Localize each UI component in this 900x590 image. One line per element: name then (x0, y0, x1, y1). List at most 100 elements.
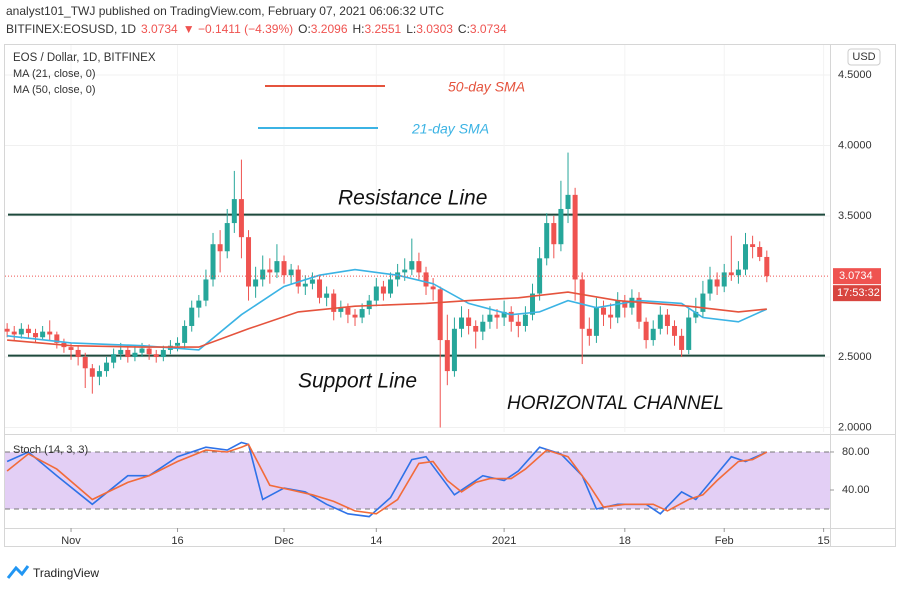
candle-body (380, 286, 386, 294)
candle-body (451, 328, 457, 372)
candle-body (125, 349, 131, 357)
candle-body (707, 279, 713, 294)
last-price-box (833, 268, 881, 285)
y-tick-label: 40.00 (842, 484, 870, 496)
legend-title: EOS / Dollar, 1D, BITFINEX (13, 52, 156, 64)
candle-body (757, 247, 763, 257)
x-tick-label: 15 (817, 535, 829, 547)
candle-body (622, 300, 628, 308)
candle-body (47, 331, 53, 335)
candle-body (608, 314, 614, 318)
candle-body (366, 300, 372, 310)
frame (4, 44, 896, 547)
candle-body (260, 269, 266, 280)
candle-body (82, 356, 88, 369)
candle-body (118, 349, 124, 355)
candle-body (196, 300, 202, 308)
candle-body (139, 348, 145, 353)
candle-body (111, 354, 117, 363)
ohlc-value: 3.2096 (311, 22, 348, 36)
candle-body (629, 297, 635, 308)
candle-body (444, 340, 450, 372)
ohlc-label: H: (353, 22, 365, 36)
candle-body (324, 293, 330, 298)
candle-body (25, 328, 31, 334)
candle-body (423, 272, 429, 287)
candle-body (302, 283, 308, 287)
candle-body (54, 334, 60, 343)
candle-body (664, 314, 670, 326)
candle-body (480, 321, 486, 332)
candle-body (700, 293, 706, 312)
candle-body (4, 328, 10, 332)
candle-body (40, 331, 46, 338)
candle-body (636, 297, 642, 322)
candle-body (679, 335, 685, 350)
legend-entry: MA (50, close, 0) (13, 84, 96, 96)
candle-body (501, 311, 507, 318)
candle-body (388, 279, 394, 294)
candle-body (359, 309, 365, 318)
candle-body (402, 269, 408, 273)
candle-body (331, 293, 337, 312)
candle-body (18, 328, 24, 335)
candle-body (281, 261, 287, 276)
stoch-band (5, 451, 830, 510)
candle-body (217, 244, 223, 252)
candle-body (89, 368, 95, 377)
candle-body (246, 237, 252, 287)
candle-body (466, 317, 472, 326)
candle-body (551, 223, 557, 245)
ohlc-label: O: (298, 22, 311, 36)
currency-button (847, 48, 881, 66)
candle-body (373, 286, 379, 301)
candle-body (515, 321, 521, 326)
candle-body (253, 279, 259, 287)
candle-body (189, 307, 195, 326)
y-tick-label: 80.00 (842, 446, 870, 458)
candle-body (146, 348, 152, 355)
candle-body (743, 244, 749, 270)
candle-body (224, 223, 230, 252)
candle-body (686, 317, 692, 350)
candle-body (96, 371, 102, 377)
annotation: 21-day SMA (411, 121, 489, 137)
x-tick-label: 14 (370, 535, 382, 547)
candle-body (643, 321, 649, 341)
candle-body (672, 325, 678, 336)
candle-body (295, 269, 301, 287)
candle-body (728, 272, 734, 276)
currency: USD (852, 51, 875, 63)
indicator-title: Stoch (14, 3, 3) (13, 444, 88, 456)
candle-body (544, 223, 550, 259)
candle-body (288, 269, 294, 276)
candle-body (473, 325, 479, 332)
x-tick-label: 18 (619, 535, 631, 547)
candle-body (274, 261, 280, 273)
candle-body (494, 314, 500, 318)
candle-body (68, 347, 74, 350)
annotation: Resistance Line (338, 187, 487, 210)
x-tick-label: 16 (171, 535, 183, 547)
y-tick-label: 2.5000 (838, 351, 872, 363)
y-tick-label: 4.0000 (838, 139, 872, 151)
indicator-line (6, 443, 768, 515)
candle-body (345, 307, 351, 315)
countdown: 17:53:32 (837, 287, 880, 299)
candle-body (231, 199, 237, 224)
candle-body (586, 328, 592, 336)
candle-body (764, 256, 770, 277)
candle-body (572, 194, 578, 280)
candle-body (601, 307, 607, 315)
annotation: HORIZONTAL CHANNEL (507, 393, 724, 414)
candle-body (558, 208, 564, 245)
candle-body (593, 307, 599, 336)
publisher: analyst101_TWJ published on TradingView.… (6, 4, 444, 18)
countdown-box (833, 285, 881, 302)
candle-body (33, 333, 39, 338)
annotation: Support Line (298, 370, 417, 393)
logo-mark (6, 565, 30, 579)
candle-body (714, 279, 720, 287)
candle-body (175, 342, 181, 346)
